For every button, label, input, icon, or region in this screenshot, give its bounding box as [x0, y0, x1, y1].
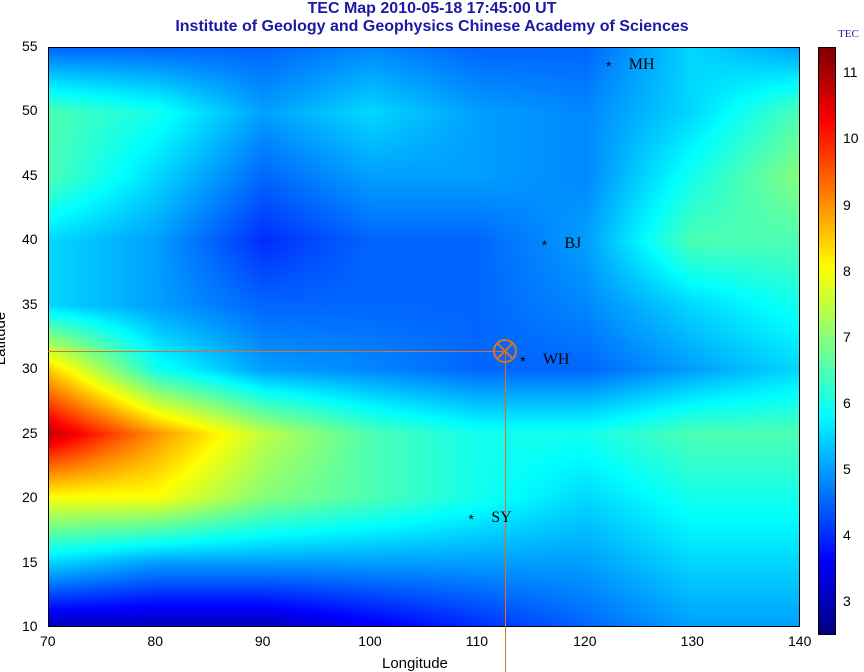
y-tick-label: 30 [22, 360, 38, 377]
x-tick-label: 140 [788, 633, 812, 649]
y-tick-label: 50 [22, 102, 38, 119]
tec-heatmap [49, 48, 799, 626]
x-tick-label: 110 [465, 633, 489, 649]
x-tick-label: 100 [358, 633, 382, 649]
colorbar-tick-label: 7 [843, 328, 851, 345]
station-label: BJ [564, 235, 582, 253]
map-title: TEC Map 2010-05-18 17:45:00 UT [307, 0, 557, 17]
x-tick-label: 70 [40, 633, 56, 649]
x-tick-label: 120 [573, 633, 597, 649]
y-tick-label: 20 [22, 489, 38, 506]
y-tick-label: 15 [22, 553, 38, 570]
colorbar [818, 47, 836, 635]
station-star-icon: * [520, 353, 526, 370]
station-label: MH [628, 56, 655, 74]
y-tick-label: 10 [22, 618, 38, 634]
y-tick-label: 40 [22, 231, 38, 248]
colorbar-tick-label: 10 [843, 130, 859, 147]
colorbar-tick-label: 9 [843, 196, 851, 213]
x-tick-label: 130 [680, 633, 704, 649]
x-axis-label: Longitude [382, 655, 448, 672]
colorbar-tick-label: 3 [843, 592, 851, 609]
station-label: SY [491, 508, 512, 526]
y-tick-label: 45 [22, 166, 38, 183]
map-subtitle: Institute of Geology and Geophysics Chin… [175, 18, 689, 35]
y-tick-label: 35 [22, 295, 38, 312]
station-star-icon: * [541, 237, 548, 254]
y-tick-label: 25 [22, 424, 38, 441]
colorbar-tick-label: 6 [843, 394, 851, 411]
colorbar-title: TEC [838, 28, 859, 40]
x-tick-label: 80 [147, 633, 163, 649]
colorbar-tick-label: 4 [843, 526, 851, 543]
colorbar-tick-label: 11 [843, 64, 858, 81]
station-label: WH [542, 351, 570, 369]
y-axis-label: Latitude [0, 311, 10, 366]
tec-map-plot [48, 47, 800, 627]
crosshair-marker-icon [492, 339, 517, 364]
crosshair-vertical-line [504, 351, 506, 672]
station-star-icon: * [606, 58, 612, 75]
colorbar-tick-label: 5 [843, 460, 851, 477]
crosshair-horizontal-line [48, 351, 505, 353]
y-tick-label: 55 [22, 38, 38, 54]
x-tick-label: 90 [254, 633, 271, 649]
station-star-icon: * [468, 510, 474, 527]
colorbar-tick-label: 8 [843, 262, 851, 279]
